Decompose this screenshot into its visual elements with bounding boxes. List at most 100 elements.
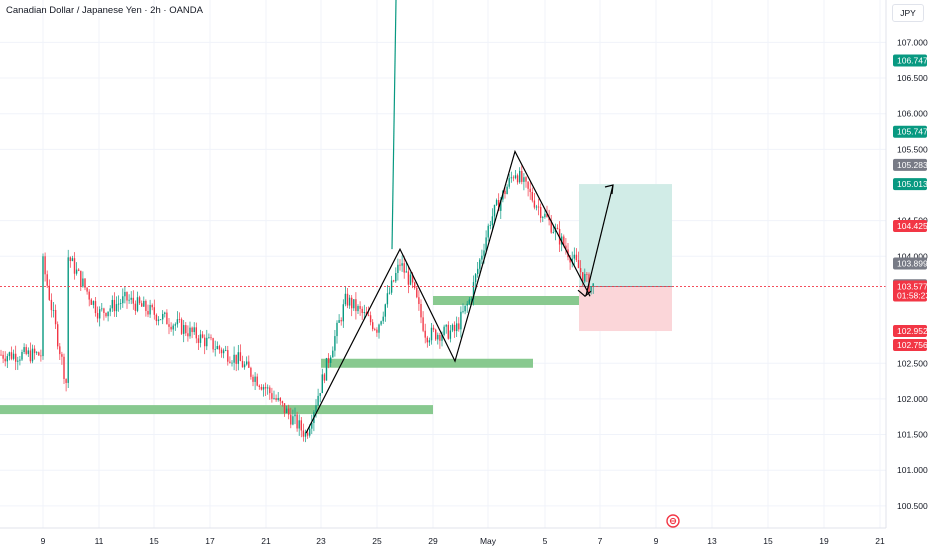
candle-body xyxy=(292,416,294,425)
candle-body xyxy=(189,327,191,337)
candle-body xyxy=(355,299,357,312)
candle-body xyxy=(546,213,548,217)
candle-body xyxy=(309,428,311,436)
candle-body xyxy=(470,299,473,301)
candle-body xyxy=(113,299,116,312)
candle-body xyxy=(487,225,489,238)
price-tick-label: 102.000 xyxy=(897,394,928,404)
candle-body xyxy=(338,320,340,323)
candle-body xyxy=(124,291,126,297)
candle-body xyxy=(590,286,592,292)
candle-body xyxy=(52,309,55,311)
candle-body xyxy=(29,350,32,362)
candle-body xyxy=(17,360,19,362)
price-tags: 106.747 105.747 105.283 105.013 104.425 103.8… xyxy=(893,54,930,351)
candle-body xyxy=(69,257,71,262)
price-axis[interactable]: 107.000106.500106.000105.500104.500104.0… xyxy=(897,37,928,510)
candle-body xyxy=(273,398,275,399)
candle-body xyxy=(424,330,426,338)
candle-body xyxy=(430,327,433,341)
candle-body xyxy=(40,355,42,357)
candle-body xyxy=(416,287,418,298)
time-tick-label: 17 xyxy=(205,536,215,546)
symbol-title[interactable]: Canadian Dollar / Japanese Yen · 2h · OA… xyxy=(6,5,203,16)
candle-body xyxy=(451,324,454,331)
price-tag-label: 105.747 xyxy=(897,127,928,137)
candle-body xyxy=(306,432,309,436)
candle-body xyxy=(342,304,344,322)
price-tag-label: 01:58:23 xyxy=(897,291,930,301)
pattern-drawings[interactable] xyxy=(305,149,614,434)
candle-body xyxy=(107,311,109,317)
candle-body xyxy=(294,414,296,417)
candle-body xyxy=(141,303,143,307)
candle-body xyxy=(437,334,439,340)
candle-body xyxy=(96,313,99,319)
candle-body xyxy=(504,190,506,195)
candle-body xyxy=(468,299,470,304)
candle-body xyxy=(464,305,466,312)
candle-body xyxy=(275,398,277,400)
candle-body xyxy=(563,236,565,246)
candle-body xyxy=(523,177,525,182)
candle-body xyxy=(92,301,95,305)
price-tag xyxy=(893,219,927,232)
candle-body xyxy=(256,376,258,386)
candle-body xyxy=(199,334,202,343)
long-position-tool[interactable] xyxy=(579,184,672,332)
candle-body xyxy=(185,325,187,334)
candle-body xyxy=(48,285,50,300)
candle-body xyxy=(579,268,582,273)
candle-body xyxy=(252,376,254,382)
candle-body xyxy=(59,346,61,355)
candle-body xyxy=(176,319,179,325)
candle-body xyxy=(540,207,542,218)
candle-body xyxy=(128,299,130,301)
candle-body xyxy=(405,271,407,273)
price-tag-label: 105.283 xyxy=(897,160,928,170)
candle-body xyxy=(168,324,170,327)
candle-body xyxy=(330,357,332,363)
candle-body xyxy=(466,303,468,306)
candle-body xyxy=(380,321,382,325)
event-icon[interactable] xyxy=(666,514,680,528)
candle-body xyxy=(237,352,239,364)
candle-body xyxy=(19,359,21,361)
candle-body xyxy=(449,330,452,339)
candle-body xyxy=(537,206,540,208)
candle-body xyxy=(474,274,477,283)
candlesticks xyxy=(0,0,594,443)
time-tick-label: 9 xyxy=(654,536,659,546)
candle-body xyxy=(508,178,510,187)
candle-body xyxy=(472,282,475,300)
candle-body xyxy=(575,254,578,261)
candle-body xyxy=(8,352,11,357)
candle-body xyxy=(527,181,529,189)
candle-body xyxy=(485,237,487,251)
price-tick-label: 107.000 xyxy=(897,37,928,47)
candle-body xyxy=(246,361,248,365)
candle-body xyxy=(71,258,74,262)
price-tag-label: 104.425 xyxy=(897,221,928,231)
candle-body xyxy=(346,293,349,306)
candle-body xyxy=(197,338,200,343)
candle-body xyxy=(117,303,120,305)
candle-body xyxy=(206,337,208,347)
time-axis[interactable]: 9 11 15 17 21 23 25 29 May 5 7 9 13 15 19 21 xyxy=(41,536,885,546)
candle-body xyxy=(132,297,134,304)
target-zone xyxy=(579,184,672,287)
candle-body xyxy=(535,206,538,208)
candle-body xyxy=(109,308,111,312)
currency-button[interactable]: JPY xyxy=(892,4,924,22)
candle-body xyxy=(42,256,44,357)
candle-body xyxy=(86,287,88,292)
candle-body xyxy=(531,192,533,201)
price-tick-label: 105.500 xyxy=(897,144,928,154)
price-tick-label: 104.000 xyxy=(897,251,928,261)
candle-body xyxy=(149,304,151,315)
candle-body xyxy=(571,258,573,263)
candle-body xyxy=(336,322,338,337)
candle-body xyxy=(290,414,292,425)
candle-body xyxy=(15,353,17,362)
